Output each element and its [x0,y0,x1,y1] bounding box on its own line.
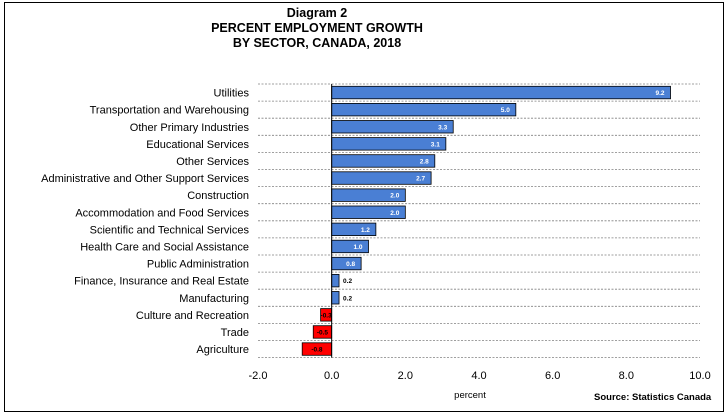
title-line-3: BY SECTOR, CANADA, 2018 [233,36,401,50]
value-label: 3.1 [431,141,440,148]
category-label: Construction [187,190,249,202]
bar [331,273,340,288]
value-label: 5.0 [501,107,510,114]
bar [331,85,671,100]
category-label: Agriculture [196,344,249,356]
category-label: Finance, Insurance and Real Estate [74,276,249,288]
category-label: Administrative and Other Support Service… [41,173,249,185]
value-label: 9.2 [655,90,664,97]
value-label: -0.5 [317,329,329,336]
value-labels: 9.2 5.0 3.3 3.1 2.8 2.7 2.0 2.0 1.2 1.0 0.8 0.2 0.2 -… [311,90,665,354]
category-label: Educational Services [146,139,249,151]
value-label: 1.2 [361,227,370,234]
value-label: -0.8 [311,347,323,354]
bar [331,103,517,117]
category-label: Scientific and Technical Services [90,224,250,236]
value-label: 2.7 [416,176,425,183]
bar [331,239,369,254]
value-label: 1.0 [353,244,362,251]
value-label: 3.3 [438,124,447,131]
x-tick-label: 0.0 [324,370,339,382]
category-label: Trade [221,327,249,339]
category-label: Other Primary Industries [130,122,250,134]
title-line-1: Diagram 2 [287,6,347,20]
value-label: 2.0 [390,210,399,217]
value-label: 0.2 [343,278,352,285]
value-label: 2.8 [420,158,429,165]
bar [331,120,454,134]
value-label: 0.8 [346,261,355,268]
x-tick-label: 8.0 [619,370,634,382]
value-label: 0.2 [343,295,352,302]
x-tick-label: 4.0 [471,370,486,382]
value-label: 2.0 [390,193,399,200]
x-tick-label: 10.0 [689,370,710,382]
x-tick-label: 6.0 [545,370,560,382]
category-label: Accommodation and Food Services [75,207,249,219]
x-axis-title: percent [454,390,486,401]
x-tick-label: 2.0 [398,370,413,382]
x-tick-label: -2.0 [249,370,268,382]
title-line-2: PERCENT EMPLOYMENT GROWTH [211,21,423,35]
category-label: Culture and Recreation [136,310,249,322]
category-labels: Utilities Transportation and Warehousing O… [41,88,250,356]
category-label: Public Administration [147,259,249,271]
category-label: Transportation and Warehousing [90,105,249,117]
source-note: Source: Statistics Canada [594,392,712,403]
category-label: Manufacturing [179,293,249,305]
category-label: Other Services [176,156,249,168]
bar [331,137,447,151]
category-label: Utilities [214,88,250,100]
bar [331,291,340,305]
chart-title: Diagram 2 PERCENT EMPLOYMENT GROWTH BY S… [211,6,423,50]
value-label: -0.3 [321,312,333,319]
category-label: Health Care and Social Assistance [80,241,249,253]
x-tick-labels: -2.0 0.0 2.0 4.0 6.0 8.0 10.0 [249,370,711,382]
bars [301,85,671,356]
